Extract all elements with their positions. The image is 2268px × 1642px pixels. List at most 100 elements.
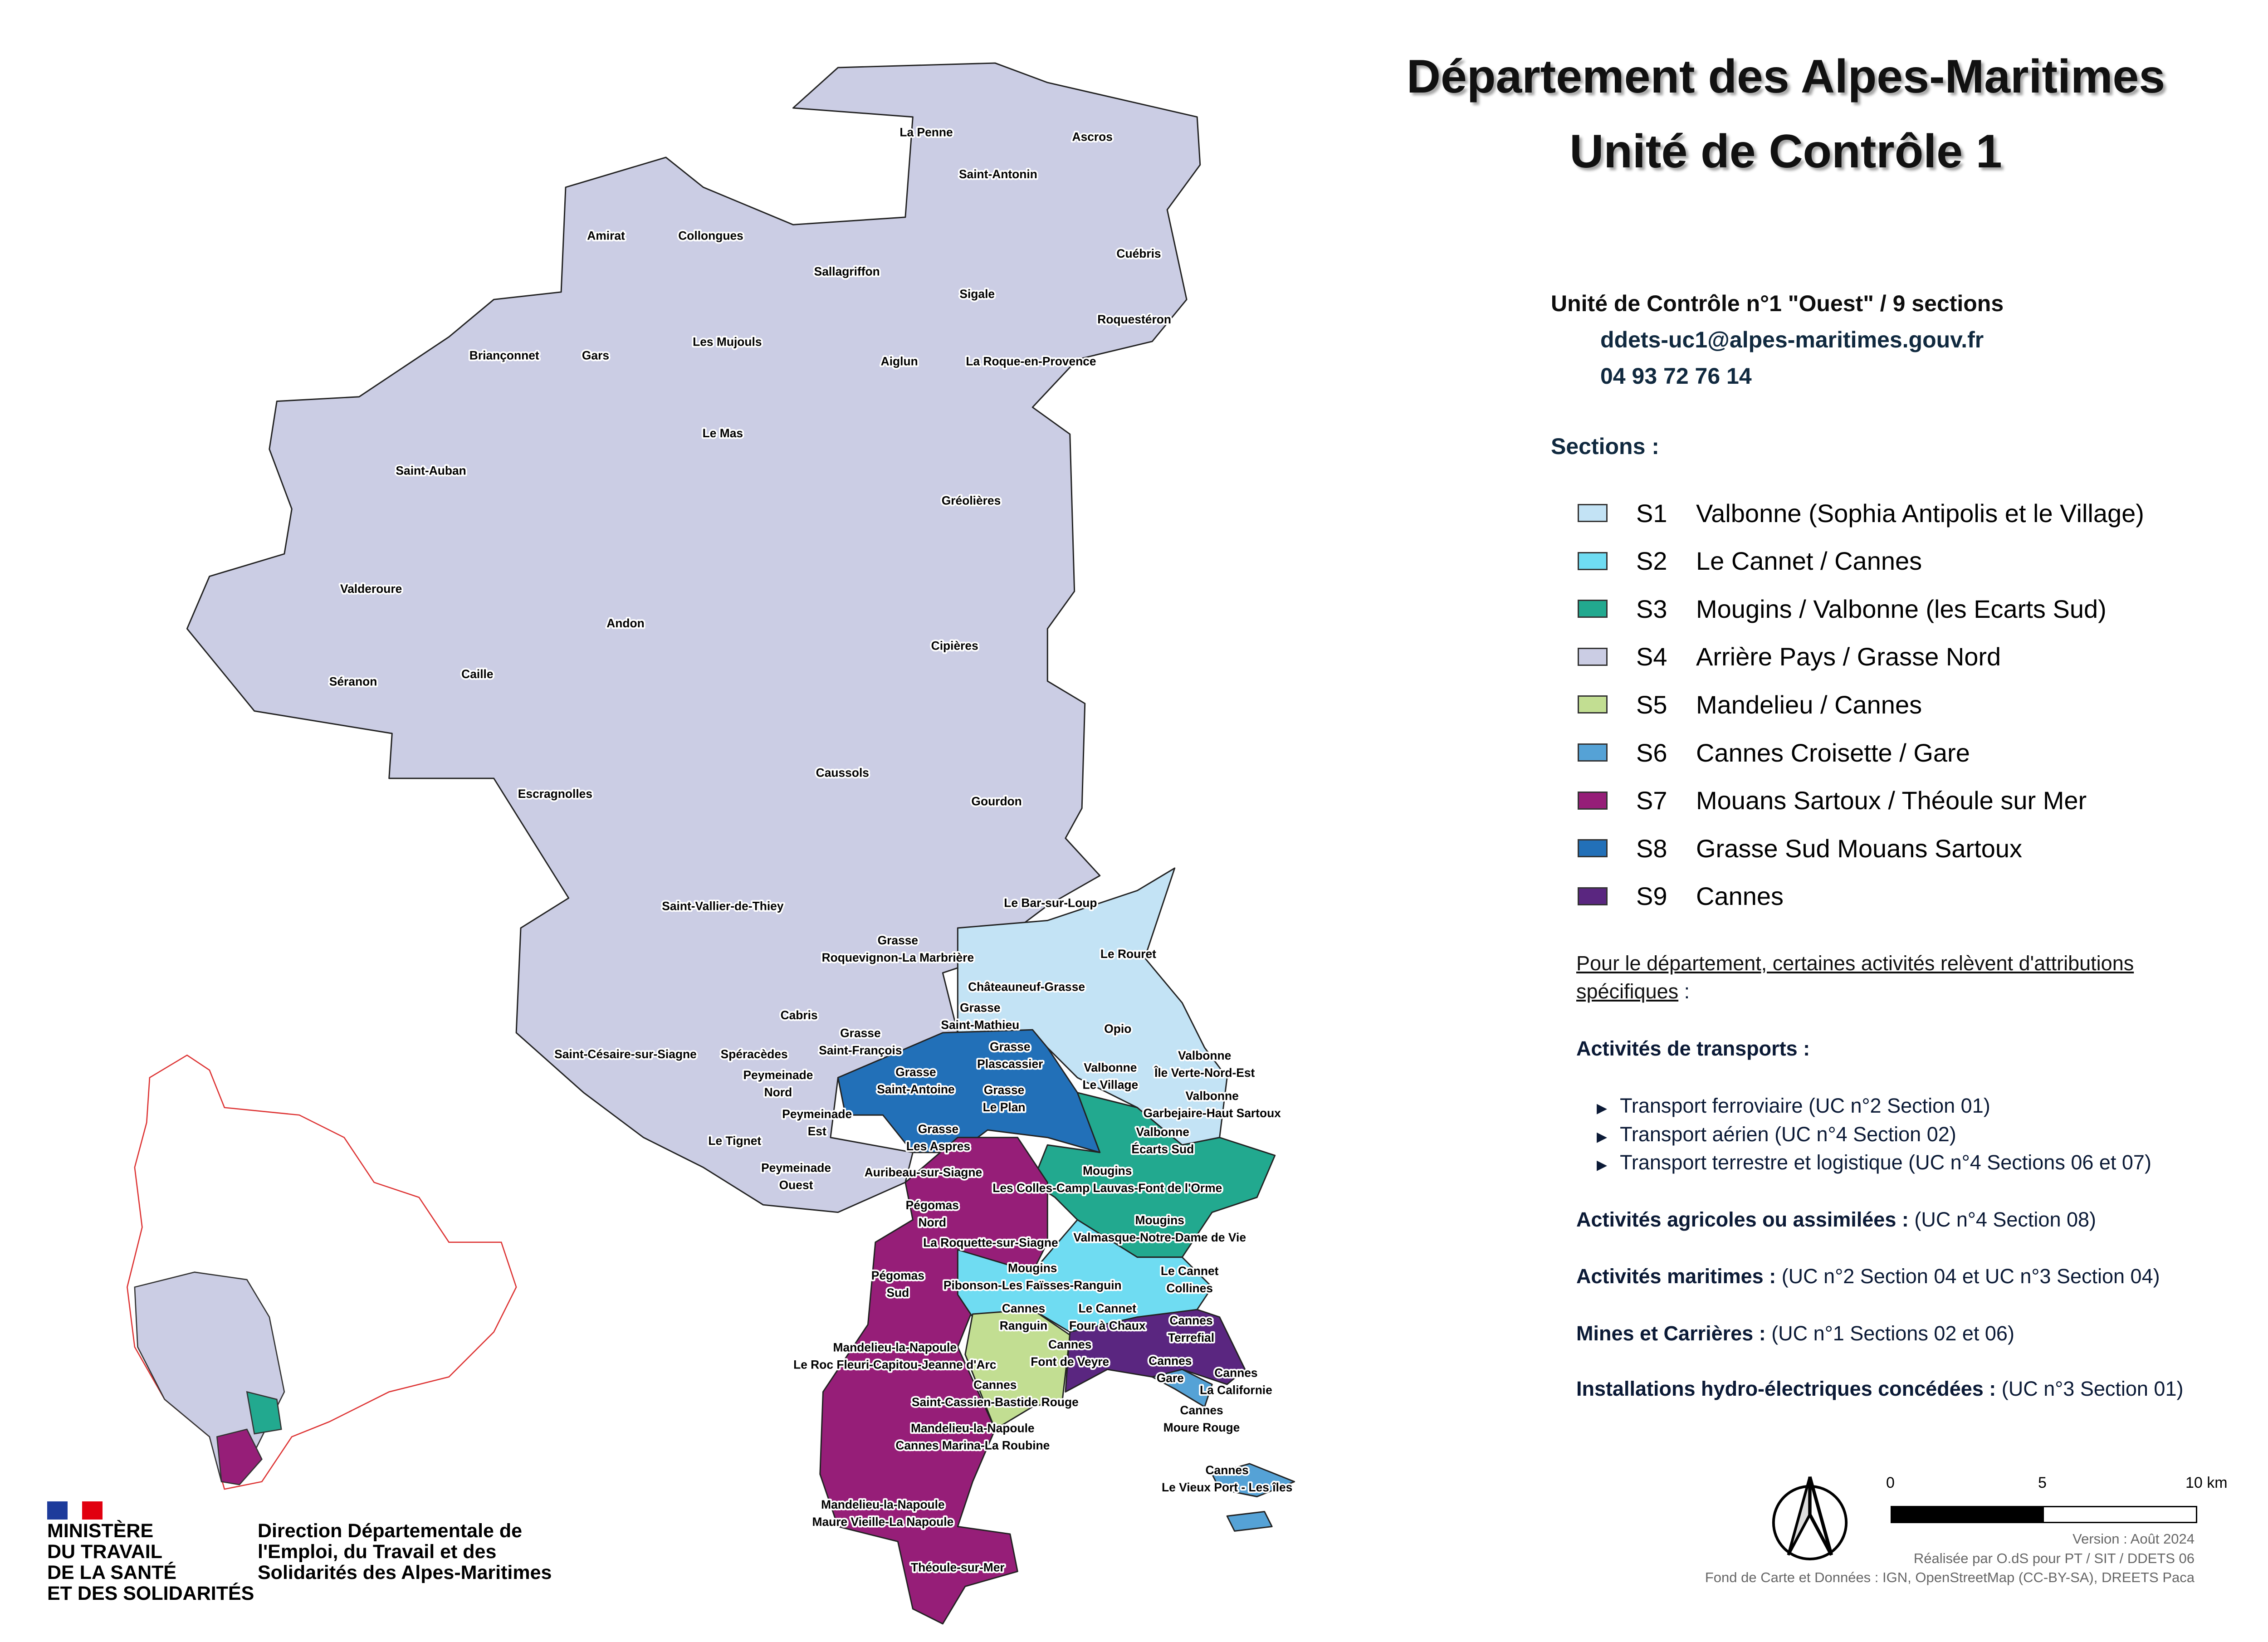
transport-item: ▶ Transport ferroviaire (UC n°2 Section 0… <box>1597 1094 1990 1118</box>
legend-item-s8: S8 Grasse Sud Mouans Sartoux <box>1578 832 2022 864</box>
commune-label: Grasse <box>990 1040 1030 1053</box>
commune-label: Mougins <box>1083 1164 1132 1178</box>
commune-label: Amirat <box>587 229 625 242</box>
activity-value: (UC n°4 Section 08) <box>1908 1208 2097 1231</box>
commune-label: Le Village <box>1083 1078 1139 1092</box>
commune-label: Spéracèdes <box>721 1047 788 1061</box>
legend-swatch <box>1578 600 1608 618</box>
activity-label: Activités agricoles ou assimilées : <box>1576 1208 1909 1231</box>
commune-label: Saint-Antonin <box>959 167 1037 181</box>
commune-label: Auribeau-sur-Siagne <box>865 1166 982 1179</box>
ministry-line: DU TRAVAIL <box>47 1541 162 1563</box>
commune-label: Pégomas <box>871 1269 924 1282</box>
scale-tick-10: 10 km <box>2185 1474 2228 1491</box>
commune-label: Four à Chaux <box>1069 1319 1146 1333</box>
legend-code: S2 <box>1636 547 1667 576</box>
commune-label: Cannes <box>1048 1338 1091 1351</box>
legend-item-s3: S3 Mougins / Valbonne (les Ecarts Sud) <box>1578 593 2107 625</box>
map-subtitle: Unité de Contrôle 1 <box>1569 125 2002 178</box>
commune-label: Briançonnet <box>469 348 539 362</box>
legend-code: S5 <box>1636 690 1667 719</box>
legend-label: Valbonne (Sophia Antipolis et le Village… <box>1696 498 2144 528</box>
legend-item-s5: S5 Mandelieu / Cannes <box>1578 689 1922 720</box>
legend-item-s1: S1 Valbonne (Sophia Antipolis et le Villa… <box>1578 497 2144 529</box>
legend-swatch <box>1578 887 1608 905</box>
inset-coastal-sections-2 <box>246 1391 282 1435</box>
north-arrow-icon <box>1772 1476 1848 1560</box>
commune-label: Collongues <box>678 229 743 242</box>
commune-label: Valbonne <box>1186 1089 1239 1103</box>
commune-label: Sallagriffon <box>814 265 880 279</box>
commune-label: Font de Veyre <box>1031 1355 1109 1368</box>
commune-label: Mandelieu-la-Napoule <box>821 1498 945 1511</box>
ministry-line: ET DES SOLIDARITÉS <box>47 1583 254 1604</box>
commune-label: La Roquette-sur-Siagne <box>923 1236 1058 1250</box>
direction-line: Direction Départementale de <box>258 1520 523 1542</box>
direction-name: Direction Départementale de l'Emploi, du… <box>258 1520 552 1583</box>
legend-swatch <box>1578 695 1608 714</box>
commune-label: Peymeinade <box>761 1161 831 1175</box>
legend-heading: Sections : <box>1551 434 1659 459</box>
commune-label: Pibonson-Les Faïsses-Ranguin <box>943 1279 1122 1292</box>
legend-swatch <box>1578 504 1608 522</box>
commune-label: Théoule-sur-Mer <box>911 1560 1005 1574</box>
specific-intro-colon: : <box>1678 980 1690 1003</box>
commune-label: Cuébris <box>1116 247 1161 260</box>
commune-label: Mandelieu-la-Napoule <box>833 1340 957 1354</box>
commune-label: Cannes <box>1149 1354 1192 1368</box>
activity-label: Mines et Carrières : <box>1576 1322 1766 1345</box>
ministry-line: DE LA SANTÉ <box>47 1562 177 1583</box>
commune-label: Plascassier <box>977 1057 1043 1070</box>
commune-label: Valderoure <box>340 582 402 596</box>
commune-label: Écarts Sud <box>1131 1142 1194 1156</box>
commune-label: Peymeinade <box>782 1107 852 1121</box>
triangle-bullet-icon: ▶ <box>1597 1129 1608 1144</box>
commune-label: Le Roc Fleuri-Capitou-Jeanne d'Arc <box>793 1358 996 1371</box>
commune-label: Cannes Marina-La Roubine <box>895 1439 1050 1452</box>
commune-label: Roquestéron <box>1097 313 1171 326</box>
commune-label: Garbejaire-Haut Sartoux <box>1143 1106 1281 1120</box>
commune-label: Le Plan <box>983 1100 1026 1114</box>
commune-label: Gars <box>582 348 609 362</box>
commune-label: Cannes <box>1214 1366 1257 1380</box>
legend-item-s6: S6 Cannes Croisette / Gare <box>1578 737 1970 768</box>
legend-item-s2: S2 Le Cannet / Cannes <box>1578 545 1922 577</box>
scale-tick-0: 0 <box>1886 1474 1895 1491</box>
legend-swatch <box>1578 743 1608 762</box>
legend-code: S9 <box>1636 882 1667 911</box>
specific-activity: Installations hydro-électriques concédée… <box>1576 1377 2183 1401</box>
commune-label: Terrefial <box>1168 1331 1214 1344</box>
section-s4-region <box>186 62 1201 1213</box>
commune-label: Châteauneuf-Grasse <box>968 980 1085 993</box>
section-s6-region <box>1151 1368 1213 1408</box>
commune-label: Sud <box>886 1286 909 1300</box>
specific-activity: Activités maritimes : (UC n°2 Section 04… <box>1576 1265 2160 1288</box>
unit-phone: 04 93 72 76 14 <box>1600 363 1752 389</box>
direction-line: Solidarités des Alpes-Maritimes <box>258 1562 552 1583</box>
specific-intro-2: spécifiques : <box>1576 980 1690 1003</box>
commune-label: La Penne <box>899 126 953 139</box>
commune-label: Caille <box>461 667 493 681</box>
activity-value: (UC n°1 Sections 02 et 06) <box>1765 1322 2014 1345</box>
unit-email[interactable]: ddets-uc1@alpes-maritimes.gouv.fr <box>1600 327 1984 352</box>
transport-item: ▶ Transport aérien (UC n°4 Section 02) <box>1597 1123 1956 1146</box>
legend-label: Le Cannet / Cannes <box>1696 547 1922 576</box>
locator-inset-map <box>127 1054 517 1490</box>
commune-label: Les Colles-Camp Lauvas-Font de l'Orme <box>992 1181 1222 1195</box>
section-s6-island <box>1226 1510 1273 1532</box>
commune-label: Le Tignet <box>708 1134 761 1148</box>
transport-item-text: Transport aérien (UC n°4 Section 02) <box>1620 1122 1956 1146</box>
activity-value: (UC n°2 Section 04 et UC n°3 Section 04) <box>1776 1265 2160 1288</box>
legend-swatch <box>1578 647 1608 666</box>
commune-label: Le Mas <box>703 426 743 440</box>
commune-label: Le Rouret <box>1100 947 1156 961</box>
inset-department-outline <box>127 1054 517 1490</box>
triangle-bullet-icon: ▶ <box>1597 1158 1608 1173</box>
commune-label: Grasse <box>895 1065 936 1079</box>
commune-label: Saint-Antoine <box>877 1082 954 1096</box>
commune-label: Saint-François <box>819 1044 902 1057</box>
legend-item-s9: S9 Cannes <box>1578 880 1784 912</box>
commune-label: La Roque-en-Provence <box>966 354 1096 368</box>
commune-label: Cannes <box>1169 1314 1212 1327</box>
